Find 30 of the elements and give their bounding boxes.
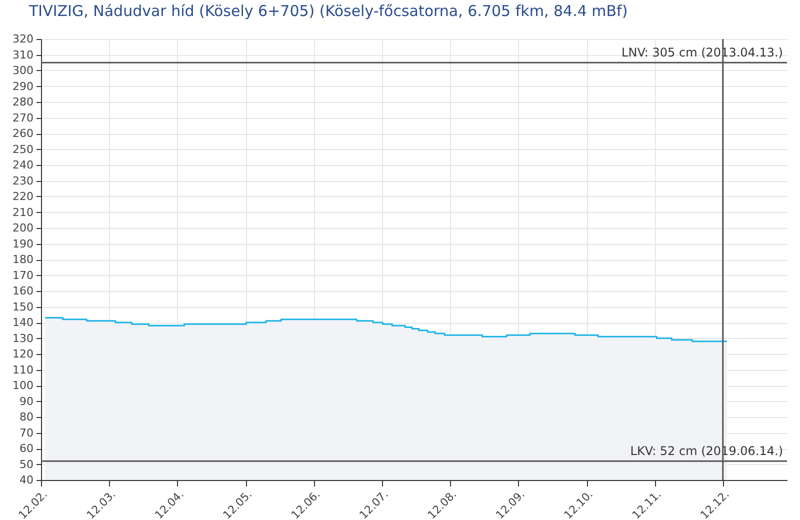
y-tick-label: 230 — [12, 174, 34, 188]
y-tick-label: 100 — [12, 379, 34, 392]
y-tick-label: 180 — [12, 253, 34, 266]
y-tick-label: 290 — [12, 80, 34, 93]
y-tick-label: 170 — [12, 268, 34, 282]
y-tick-label: 70 — [20, 426, 34, 440]
y-tick-label: 310 — [12, 48, 34, 62]
y-tick-label: 270 — [12, 111, 34, 124]
y-tick-label: 300 — [12, 64, 34, 77]
y-tick-label: 130 — [12, 332, 34, 345]
y-tick-label: 220 — [12, 190, 34, 203]
chart-title: TIVIZIG, Nádudvar híd (Kösely 6+705) (Kösely-főcsatorna, 6.705 fkm, 84.4 mBf) — [28, 2, 628, 20]
y-tick-label: 260 — [12, 127, 34, 140]
y-tick-label: 90 — [20, 394, 34, 408]
y-tick-label: 80 — [20, 410, 34, 424]
y-tick-label: 50 — [20, 458, 34, 471]
y-tick-label: 40 — [20, 474, 34, 486]
y-tick-label: 60 — [20, 442, 34, 455]
y-tick-label: 150 — [12, 300, 34, 314]
y-tick-label: 210 — [12, 206, 34, 219]
y-tick-label: 110 — [12, 363, 34, 376]
y-tick-label: 120 — [12, 348, 34, 360]
y-tick-label: 320 — [12, 32, 34, 46]
y-tick-label: 250 — [12, 142, 34, 156]
y-tick-label: 190 — [12, 237, 34, 250]
y-tick-label: 240 — [12, 158, 34, 172]
y-tick-label: 280 — [12, 96, 34, 108]
y-tick-label: 140 — [12, 316, 34, 329]
y-tick-label: 200 — [12, 222, 34, 234]
y-tick-label: 160 — [12, 284, 34, 298]
